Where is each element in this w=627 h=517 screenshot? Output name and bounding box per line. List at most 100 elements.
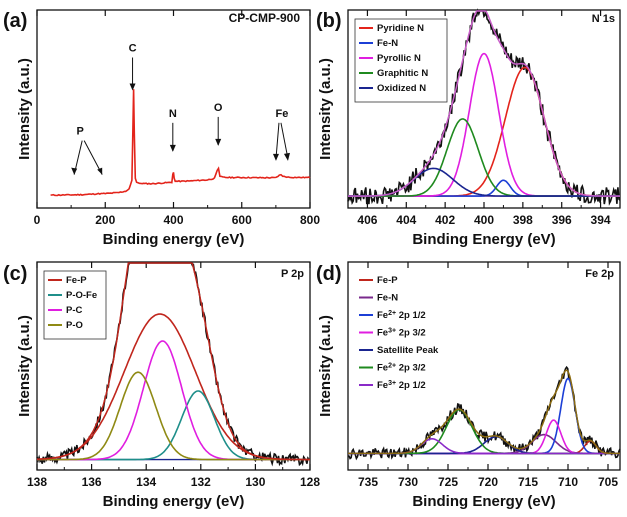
legend-label: Oxidized N [377,83,426,94]
fit-envelope-line [348,10,620,197]
annotation-label: C [129,43,137,55]
legend-label: Fe2+ 2p 1/2 [377,310,426,322]
legend: Fe-P P-O-Fe P-C P-O [43,270,107,340]
legend: Fe-P Fe-N Fe2+ 2p 1/2 Fe3+ 2p 3/2 Satellite … [359,275,439,391]
panel-title: CP-CMP-900 [229,11,301,25]
arrow-head [215,138,222,146]
arrow [280,122,289,159]
panel-title: Fe 2p [585,268,614,280]
x-tick-label: 725 [438,475,458,489]
legend-label: P-O [66,320,83,331]
x-tick-label: 400 [474,213,494,227]
x-tick-label: 402 [435,213,455,227]
legend-label: Fe-N [377,293,398,304]
fit-envelope-line [348,369,620,455]
x-tick-label: 735 [358,475,378,489]
legend-item: Fe3+ 2p 3/2 [359,327,426,339]
legend-item: Pyridine N [359,23,424,34]
legend-label: Pyrollic N [377,53,421,64]
legend-item: Satellite Peak [359,345,439,356]
y-axis-label: Intensity (a.u.) [317,58,334,160]
x-axis-label: Binding energy (eV) [103,231,245,248]
peak-annotation: P [71,126,103,175]
x-tick-label: 394 [591,213,611,227]
x-tick-label: 134 [136,475,156,489]
survey-line [50,89,311,197]
x-axis-label: Binding Energy (eV) [412,493,555,510]
y-axis-label: Intensity (a.u.) [16,315,33,417]
component-fe2-2p-1-2 [348,377,620,455]
panel-b: 406 404 402 400 398 396 394 Binding Energy (eV)… [316,8,621,248]
panel-label: (a) [3,10,27,32]
legend-item: Fe3+ 2p 1/2 [359,380,426,392]
legend-item: Fe2+ 2p 3/2 [359,362,426,374]
peak-annotation: O [214,102,223,146]
raw-data-line [347,8,621,206]
legend-item: P-O-Fe [48,290,97,301]
legend-label: Fe3+ 2p 3/2 [377,327,426,339]
legend-label: Fe2+ 2p 3/2 [377,362,426,374]
x-tick-label: 406 [357,213,377,227]
plot-frame [347,261,621,471]
legend-box [43,270,107,340]
x-tick-label: 710 [558,475,578,489]
panel-label: (b) [316,10,342,32]
x-tick-label: 396 [552,213,572,227]
legend-label: Fe3+ 2p 1/2 [377,380,426,392]
x-tick-label: 0 [34,213,41,227]
annotation-label: Fe [276,108,289,120]
peak-annotation: Fe [272,108,290,161]
legend-item: Fe-P [48,275,87,286]
x-tick-label: 136 [82,475,102,489]
legend-item: Fe-P [359,275,398,286]
arrow-head [283,152,290,161]
x-tick-label: 132 [191,475,211,489]
legend-label: P-C [66,305,83,316]
legend-label: Fe-N [377,38,398,49]
legend-item: Fe2+ 2p 1/2 [359,310,426,322]
panel-title: P 2p [281,268,304,280]
legend: Pyridine N Fe-N Pyrollic N Graphitic N Oxidi… [354,18,448,103]
x-tick-label: 600 [232,213,252,227]
x-tick-label: 720 [478,475,498,489]
arrow-head [272,153,279,161]
x-tick-label: 404 [396,213,416,227]
legend-label: Pyridine N [377,23,424,34]
legend-label: Satellite Peak [377,345,439,356]
arrow-head [71,167,78,175]
x-tick-label: 128 [300,475,320,489]
legend-item: Graphitic N [359,68,428,79]
x-tick-label: 200 [95,213,115,227]
peak-annotation: C [129,43,137,91]
legend-label: Fe-P [66,275,87,286]
panel-label: (d) [316,263,342,285]
legend-label: Fe-P [377,275,398,286]
x-tick-label: 138 [27,475,47,489]
legend-item: P-O [48,320,83,331]
legend-item: Pyrollic N [359,53,421,64]
arrow-head [97,167,103,175]
legend-label: P-O-Fe [66,290,97,301]
fit-envelope-line [37,262,310,461]
legend-item: Fe-N [359,293,398,304]
annotation-label: P [77,126,84,138]
legend-label: Graphitic N [377,68,428,79]
panel-c: 138 136 134 132 130 128 Binding energy (eV) Int… [3,261,320,510]
panel-title: N 1s [592,13,615,25]
x-tick-label: 730 [398,475,418,489]
component-p-o [37,371,310,461]
panel-label: (c) [3,263,27,285]
legend-item: Fe-N [359,38,398,49]
x-axis-label: Binding energy (eV) [103,493,245,510]
panel-d: 735 730 725 720 715 710 705 Binding Energy (eV)… [316,261,621,510]
legend-item: Oxidized N [359,83,426,94]
legend-item: P-C [48,305,83,316]
x-tick-label: 800 [300,213,320,227]
annotation-label: O [214,102,223,114]
y-axis-label: Intensity (a.u.) [16,58,33,160]
y-axis-label: Intensity (a.u.) [317,315,334,417]
annotation-label: N [169,108,177,120]
x-tick-label: 715 [518,475,538,489]
arrow-head [169,144,176,152]
